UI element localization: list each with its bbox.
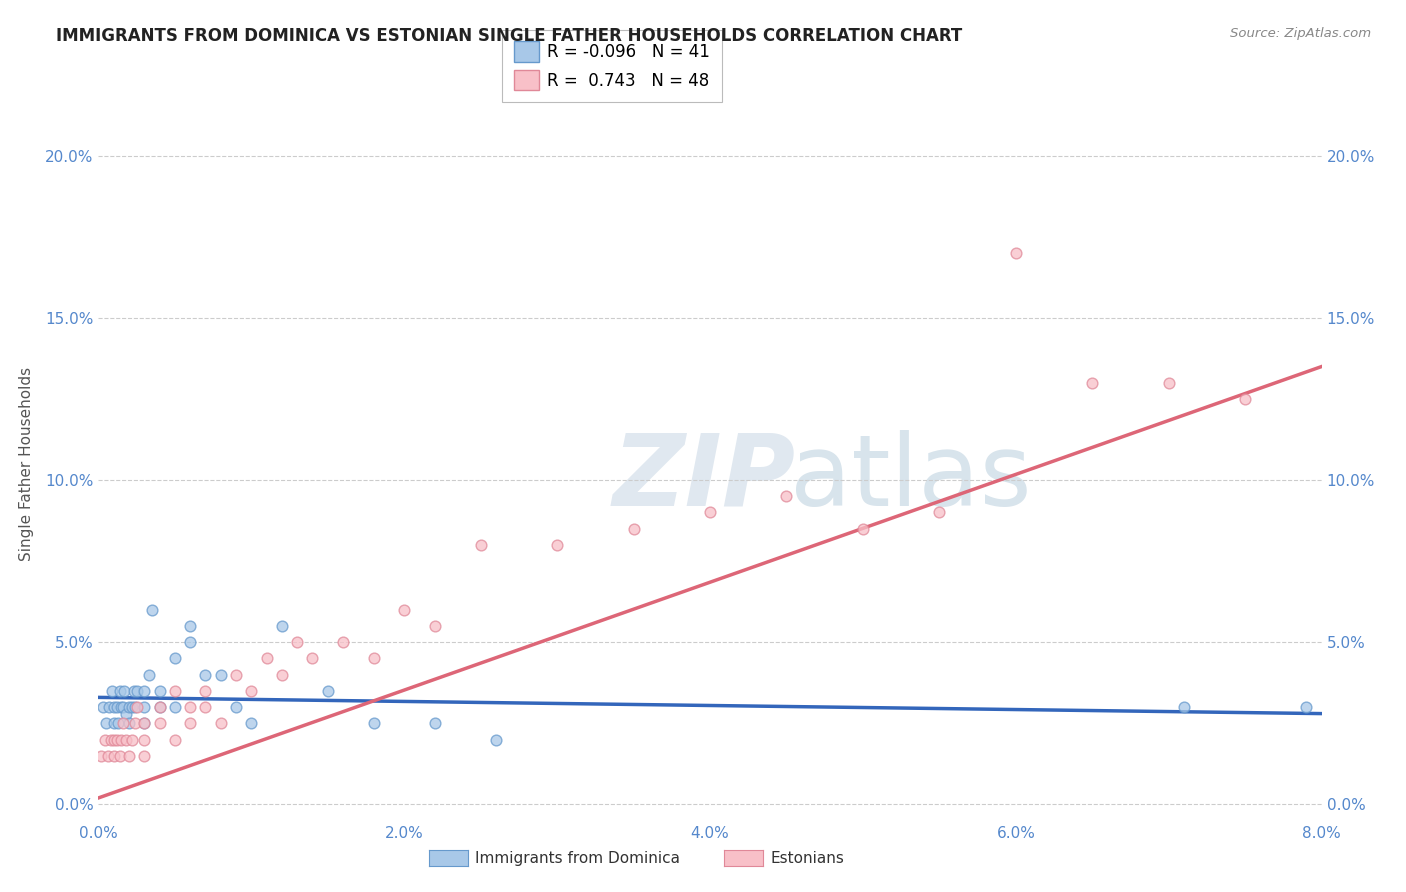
Point	[363, 651, 385, 665]
Point	[240, 716, 263, 731]
Point	[163, 684, 186, 698]
Point	[332, 635, 354, 649]
Text: Estonians: Estonians	[770, 851, 845, 865]
Point	[108, 748, 131, 763]
Legend: R = -0.096   N = 41, R =  0.743   N = 48: R = -0.096 N = 41, R = 0.743 N = 48	[502, 29, 721, 102]
Point	[256, 651, 278, 665]
Point	[122, 684, 145, 698]
Point	[270, 619, 294, 633]
Text: Source: ZipAtlas.com: Source: ZipAtlas.com	[1230, 27, 1371, 40]
Point	[209, 667, 232, 681]
Point	[1234, 392, 1257, 406]
Point	[623, 522, 645, 536]
Point	[852, 522, 875, 536]
Point	[124, 700, 146, 714]
Point	[179, 635, 201, 649]
Point	[103, 716, 125, 731]
Point	[1295, 700, 1317, 714]
Point	[423, 619, 446, 633]
Point	[163, 732, 186, 747]
Point	[1157, 376, 1180, 390]
Point	[194, 667, 217, 681]
Point	[149, 700, 172, 714]
Point	[163, 700, 186, 714]
Point	[163, 651, 186, 665]
Point	[121, 700, 143, 714]
Point	[93, 732, 115, 747]
Point	[100, 732, 122, 747]
Point	[91, 700, 114, 714]
Point	[94, 716, 117, 731]
Point	[98, 700, 121, 714]
Point	[125, 684, 148, 698]
Point	[194, 684, 217, 698]
Point	[121, 732, 143, 747]
Point	[138, 667, 160, 681]
Point	[301, 651, 323, 665]
Point	[1004, 246, 1026, 260]
Point	[316, 684, 339, 698]
Point	[134, 732, 156, 747]
Point	[149, 716, 172, 731]
Point	[105, 700, 128, 714]
Point	[101, 684, 124, 698]
Point	[134, 684, 156, 698]
Point	[179, 700, 201, 714]
Text: atlas: atlas	[790, 430, 1031, 526]
Point	[1081, 376, 1104, 390]
Point	[225, 667, 247, 681]
Point	[108, 684, 131, 698]
Point	[775, 489, 797, 503]
Point	[194, 700, 217, 714]
Point	[141, 603, 163, 617]
Point	[124, 716, 146, 731]
Point	[105, 732, 128, 747]
Point	[179, 716, 201, 731]
Point	[118, 748, 141, 763]
Point	[179, 619, 201, 633]
Point	[103, 700, 125, 714]
Point	[134, 716, 156, 731]
Point	[285, 635, 308, 649]
Point	[928, 506, 950, 520]
Point	[546, 538, 568, 552]
Point	[103, 748, 125, 763]
Point	[103, 732, 125, 747]
Point	[111, 716, 134, 731]
Point	[423, 716, 446, 731]
Point	[90, 748, 112, 763]
Point	[97, 748, 120, 763]
Point	[149, 684, 172, 698]
Point	[240, 684, 263, 698]
Point	[125, 700, 148, 714]
Point	[225, 700, 247, 714]
Point	[115, 732, 138, 747]
Point	[470, 538, 492, 552]
Point	[112, 684, 135, 698]
Point	[110, 732, 132, 747]
Point	[209, 716, 232, 731]
Point	[270, 667, 294, 681]
Point	[134, 748, 156, 763]
Text: ZIP: ZIP	[612, 430, 796, 526]
Point	[118, 716, 141, 731]
Text: IMMIGRANTS FROM DOMINICA VS ESTONIAN SINGLE FATHER HOUSEHOLDS CORRELATION CHART: IMMIGRANTS FROM DOMINICA VS ESTONIAN SIN…	[56, 27, 963, 45]
Point	[115, 706, 138, 721]
Point	[485, 732, 508, 747]
Point	[118, 700, 141, 714]
Point	[134, 700, 156, 714]
Point	[1173, 700, 1195, 714]
Point	[363, 716, 385, 731]
Point	[107, 716, 129, 731]
Point	[134, 716, 156, 731]
Point	[149, 700, 172, 714]
Point	[699, 506, 721, 520]
Point	[111, 700, 134, 714]
Point	[110, 700, 132, 714]
Y-axis label: Single Father Households: Single Father Households	[20, 367, 34, 561]
Point	[392, 603, 416, 617]
Text: Immigrants from Dominica: Immigrants from Dominica	[475, 851, 681, 865]
